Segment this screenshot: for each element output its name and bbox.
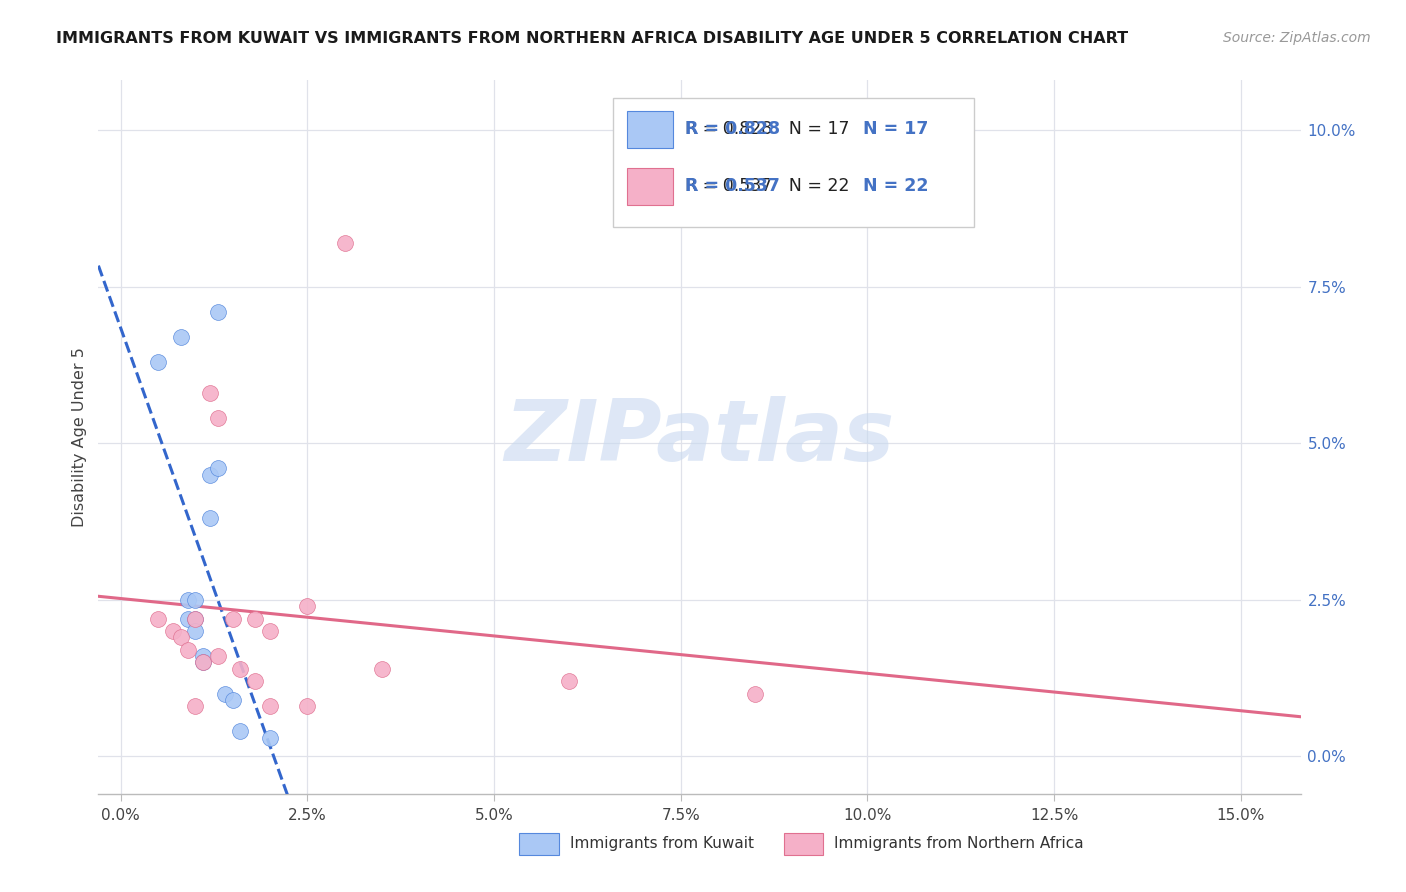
Text: IMMIGRANTS FROM KUWAIT VS IMMIGRANTS FROM NORTHERN AFRICA DISABILITY AGE UNDER 5: IMMIGRANTS FROM KUWAIT VS IMMIGRANTS FRO… xyxy=(56,31,1129,46)
Point xyxy=(200,511,222,525)
FancyBboxPatch shape xyxy=(613,98,973,227)
Point xyxy=(558,674,581,689)
Point xyxy=(297,699,319,714)
Point xyxy=(146,355,169,369)
Point xyxy=(744,687,766,701)
Point xyxy=(200,386,222,401)
Point xyxy=(371,662,394,676)
Point xyxy=(207,305,229,319)
Point xyxy=(169,631,191,645)
Y-axis label: Disability Age Under 5: Disability Age Under 5 xyxy=(72,347,87,527)
Point xyxy=(191,649,214,664)
Point xyxy=(200,467,222,482)
Point xyxy=(229,662,252,676)
Text: R = 0.537: R = 0.537 xyxy=(685,177,780,194)
Point xyxy=(184,592,207,607)
Text: N = 22: N = 22 xyxy=(863,177,928,194)
Point xyxy=(191,656,214,670)
Text: Immigrants from Northern Africa: Immigrants from Northern Africa xyxy=(834,837,1084,851)
Point xyxy=(146,612,169,626)
Point xyxy=(259,624,281,639)
Point xyxy=(184,624,207,639)
Point xyxy=(162,624,184,639)
Point xyxy=(184,612,207,626)
Point xyxy=(207,649,229,664)
Text: R = 0.828   N = 17: R = 0.828 N = 17 xyxy=(685,120,849,137)
Point xyxy=(245,674,267,689)
Point xyxy=(259,699,281,714)
Point xyxy=(214,687,236,701)
Point xyxy=(259,731,281,745)
Point xyxy=(229,724,252,739)
Point xyxy=(177,592,200,607)
Text: Source: ZipAtlas.com: Source: ZipAtlas.com xyxy=(1223,31,1371,45)
Text: Immigrants from Kuwait: Immigrants from Kuwait xyxy=(569,837,754,851)
Point xyxy=(184,612,207,626)
Text: R = 0.537   N = 22: R = 0.537 N = 22 xyxy=(685,177,849,194)
Point xyxy=(297,599,319,613)
Point xyxy=(222,612,245,626)
Point xyxy=(222,693,245,707)
Point xyxy=(191,656,214,670)
Point xyxy=(245,612,267,626)
FancyBboxPatch shape xyxy=(519,833,558,855)
Text: N = 17: N = 17 xyxy=(863,120,928,137)
Point xyxy=(207,411,229,425)
Point xyxy=(207,461,229,475)
FancyBboxPatch shape xyxy=(783,833,824,855)
Point xyxy=(184,699,207,714)
FancyBboxPatch shape xyxy=(627,168,673,205)
Text: R = 0.828: R = 0.828 xyxy=(685,120,780,137)
FancyBboxPatch shape xyxy=(627,111,673,148)
Point xyxy=(177,643,200,657)
Point xyxy=(177,612,200,626)
Text: ZIPatlas: ZIPatlas xyxy=(505,395,894,479)
Point xyxy=(169,330,191,344)
Point xyxy=(333,235,356,250)
